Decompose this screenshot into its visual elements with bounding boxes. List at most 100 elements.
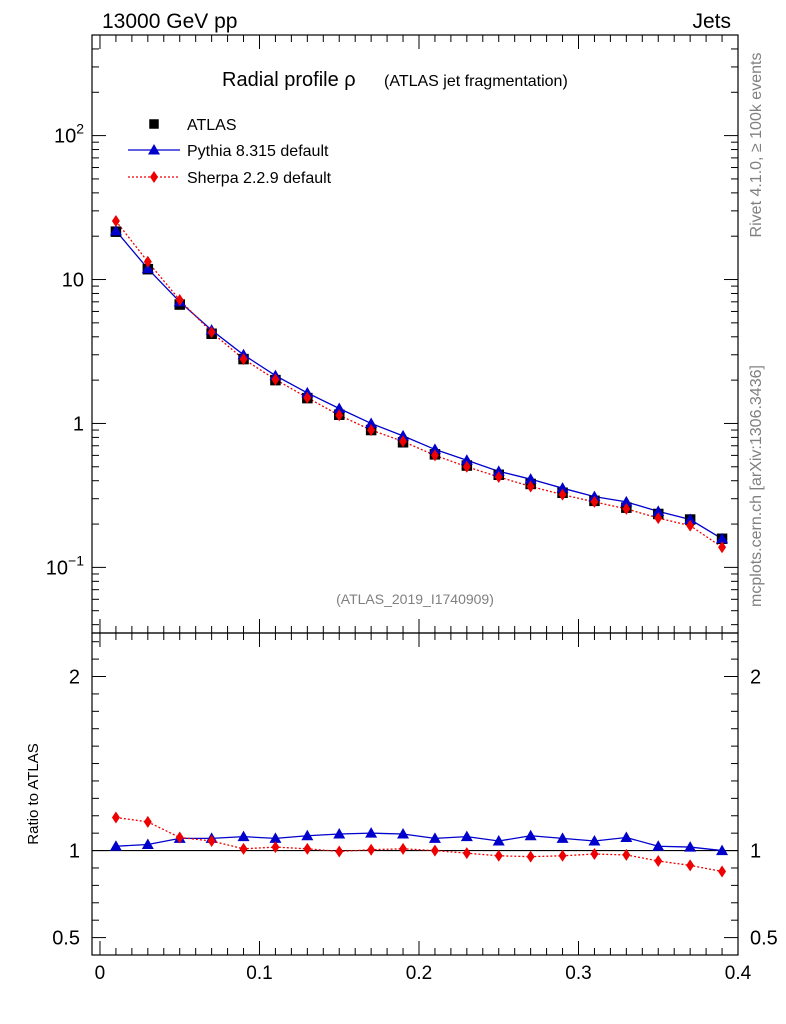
- ratio-point-0: [141, 838, 154, 849]
- x-tick-label: 0.4: [725, 963, 752, 984]
- x-tick-label: 0.1: [246, 963, 272, 984]
- ratio-point-1: [175, 831, 184, 844]
- ratio-point-0: [397, 828, 410, 839]
- ratio-point-1: [558, 849, 567, 862]
- main-y-axis: 10−1 1 10 102: [46, 34, 738, 626]
- main-point-1: [460, 454, 473, 465]
- main-y-tick-label: 10: [62, 270, 84, 292]
- main-point-1: [109, 224, 122, 236]
- main-point-2: [526, 480, 535, 493]
- ratio-point-0: [556, 832, 569, 843]
- main-point-1: [333, 402, 346, 414]
- ratio-frame: [91, 632, 739, 956]
- main-point-2: [654, 512, 663, 525]
- ratio-point-1: [686, 859, 695, 872]
- main-point-2: [430, 449, 439, 462]
- ratio-ylabel: Ratio to ATLAS: [25, 743, 42, 844]
- ratio-point-1: [590, 848, 599, 861]
- main-point-2: [462, 460, 471, 473]
- main-point-1: [492, 465, 505, 476]
- series-line-2: [115, 220, 723, 548]
- side-label-bottom: mcplots.cern.ch [arXiv:1306.3436]: [748, 365, 765, 607]
- ratio-point-1: [430, 844, 439, 857]
- main-point-2: [175, 294, 184, 307]
- ratio-y-tick-label-right: 2: [750, 667, 761, 689]
- main-point-2: [590, 495, 599, 508]
- ratio-point-0: [365, 827, 378, 838]
- main-point-2: [111, 215, 120, 228]
- ratio-point-0: [333, 828, 346, 839]
- ratio-point-1: [207, 834, 216, 847]
- ratio-point-1: [239, 842, 248, 855]
- ratio-point-1: [494, 849, 503, 862]
- main-point-1: [556, 482, 569, 493]
- main-point-1: [620, 495, 633, 507]
- main-panel: Radial profile ρ (ATLAS jet fragmentatio…: [46, 34, 739, 634]
- ratio-point-1: [303, 842, 312, 855]
- main-point-2: [335, 409, 344, 422]
- main-point-2: [207, 326, 216, 339]
- ratio-point-0: [428, 832, 441, 843]
- legend: ATLAS Pythia 8.315 default Sherpa 2.2.9 de…: [128, 117, 332, 187]
- main-title: Radial profile ρ: [222, 69, 356, 91]
- ratio-point-1: [399, 842, 408, 855]
- header-right: Jets: [692, 10, 731, 33]
- main-y-tick-label: 1: [73, 413, 84, 435]
- ratio-point-1: [367, 843, 376, 856]
- legend-label-0: ATLAS: [187, 117, 237, 134]
- main-point-2: [143, 255, 152, 268]
- main-point-1: [684, 513, 697, 525]
- analysis-tag: (ATLAS_2019_I1740909): [336, 591, 494, 607]
- main-point-2: [271, 373, 280, 386]
- x-tick-label: 0: [95, 963, 106, 984]
- legend-label-2: Sherpa 2.2.9 default: [187, 170, 332, 187]
- ratio-y-tick-label-left: 1: [69, 841, 80, 863]
- main-point-1: [428, 443, 441, 454]
- ratio-point-0: [716, 844, 729, 856]
- ratio-point-0: [620, 831, 633, 843]
- main-point-2: [303, 391, 312, 404]
- ratio-point-1: [622, 848, 631, 861]
- ratio-point-0: [684, 841, 697, 852]
- ratio-panel: Ratio to ATLAS 0.5 0.5 1 1 2 2 0 0.1 0.2 0.3 0.4: [25, 632, 778, 984]
- main-point-2: [558, 488, 567, 501]
- main-point-2: [686, 519, 695, 532]
- main-point-2: [622, 502, 631, 515]
- ratio-point-0: [460, 830, 473, 842]
- main-point-1: [588, 490, 601, 502]
- ratio-point-1: [718, 865, 727, 878]
- ratio-point-0: [492, 834, 505, 846]
- side-label-top: Rivet 4.1.0, ≥ 100k events: [748, 53, 765, 238]
- ratio-x-axis: 0 0.1 0.2 0.3 0.4: [95, 633, 752, 984]
- main-point-1: [397, 429, 410, 441]
- main-x-ticks: [99, 35, 739, 633]
- main-point-2: [399, 435, 408, 448]
- main-point-2: [494, 470, 503, 483]
- main-point-2: [718, 541, 727, 554]
- ratio-point-1: [143, 815, 152, 828]
- ratio-point-0: [588, 834, 601, 846]
- ratio-y-tick-label-left: 0.5: [52, 928, 80, 950]
- main-point-1: [141, 262, 154, 274]
- main-series: [109, 215, 729, 554]
- legend-marker-2: [150, 171, 158, 183]
- ratio-y-axis: 0.5 0.5 1 1 2 2: [52, 641, 778, 956]
- ratio-point-1: [111, 811, 120, 824]
- ratio-y-tick-label-right: 1: [750, 841, 761, 863]
- main-point-2: [239, 353, 248, 366]
- ratio-point-1: [335, 845, 344, 858]
- series-line-1: [115, 230, 723, 540]
- main-y-tick-label: 102: [54, 121, 84, 148]
- main-y-tick-label: 10−1: [46, 552, 84, 579]
- ratio-point-1: [526, 850, 535, 863]
- ratio-line-0: [115, 832, 723, 852]
- ratio-point-1: [462, 847, 471, 860]
- main-point-1: [524, 473, 537, 484]
- legend-marker-1: [148, 144, 160, 155]
- x-tick-label: 0.2: [406, 963, 432, 984]
- ratio-y-tick-label-right: 0.5: [750, 928, 778, 950]
- x-tick-label: 0.3: [565, 963, 591, 984]
- ratio-point-0: [269, 832, 282, 843]
- legend-label-1: Pythia 8.315 default: [187, 143, 329, 160]
